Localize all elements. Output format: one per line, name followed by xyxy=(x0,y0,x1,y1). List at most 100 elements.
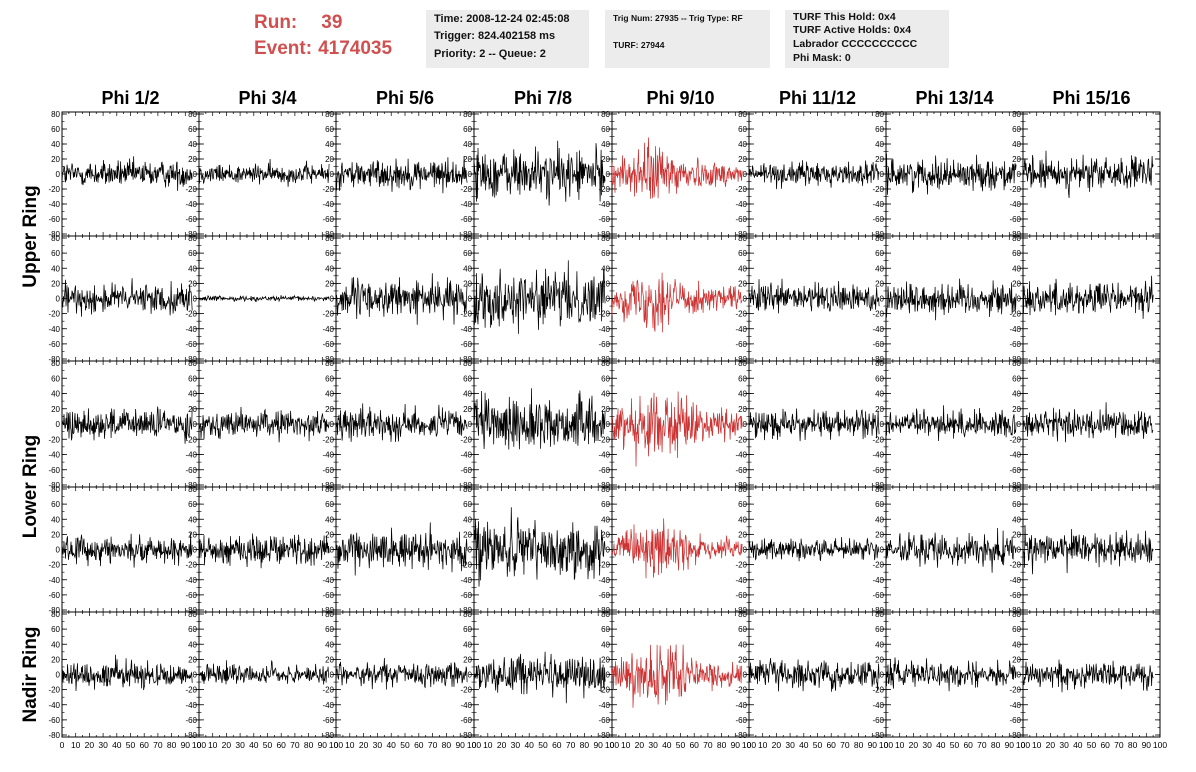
y-tick-label: 40 xyxy=(738,640,747,649)
y-tick-label: -80 xyxy=(1009,355,1021,364)
x-tick-label: 0 xyxy=(747,740,752,750)
column-title: Phi 13/14 xyxy=(915,88,993,108)
x-tick-label: 80 xyxy=(304,740,314,750)
y-tick-label: 80 xyxy=(1012,234,1021,243)
column-title: Phi 15/16 xyxy=(1052,88,1130,108)
y-tick-label: 80 xyxy=(51,485,60,494)
y-tick-label: 60 xyxy=(601,125,610,134)
y-tick-label: -40 xyxy=(1009,325,1021,334)
x-tick-label: 60 xyxy=(689,740,699,750)
x-tick-label: 100 xyxy=(329,740,343,750)
y-tick-label: -60 xyxy=(185,591,197,600)
y-tick-label: -60 xyxy=(48,215,60,224)
y-tick-label: -40 xyxy=(185,576,197,585)
y-tick-label: 40 xyxy=(51,264,60,273)
y-tick-label: 60 xyxy=(463,500,472,509)
waveform-trace xyxy=(748,657,880,692)
y-tick-label: 0 xyxy=(1017,671,1022,680)
waveform-trace xyxy=(611,272,743,333)
y-tick-label: -20 xyxy=(322,435,334,444)
column-title: Phi 7/8 xyxy=(514,88,572,108)
y-tick-label: 60 xyxy=(1012,125,1021,134)
y-tick-label: 60 xyxy=(738,625,747,634)
y-tick-label: 0 xyxy=(1017,420,1022,429)
y-tick-label: -20 xyxy=(48,185,60,194)
y-tick-label: 0 xyxy=(330,420,335,429)
y-tick-label: -40 xyxy=(1009,576,1021,585)
x-tick-label: 40 xyxy=(112,740,122,750)
y-tick-label: 60 xyxy=(463,625,472,634)
waveform-trace xyxy=(1022,150,1154,198)
x-tick-label: 20 xyxy=(85,740,95,750)
y-tick-label: 60 xyxy=(51,374,60,383)
y-tick-label: -80 xyxy=(48,355,60,364)
y-tick-label: 60 xyxy=(1012,249,1021,258)
y-tick-label: -40 xyxy=(735,576,747,585)
y-tick-label: 60 xyxy=(325,625,334,634)
y-tick-label: -80 xyxy=(322,606,334,615)
y-tick-label: 60 xyxy=(188,125,197,134)
y-tick-label: -60 xyxy=(460,716,472,725)
y-tick-label: -40 xyxy=(322,576,334,585)
y-tick-label: -40 xyxy=(735,200,747,209)
y-tick-label: -80 xyxy=(322,230,334,239)
y-tick-label: -60 xyxy=(322,591,334,600)
y-tick-label: 0 xyxy=(193,295,198,304)
y-tick-label: 80 xyxy=(875,110,884,119)
x-tick-label: 70 xyxy=(153,740,163,750)
y-tick-label: 80 xyxy=(325,485,334,494)
y-tick-label: 60 xyxy=(601,249,610,258)
waveform-trace xyxy=(61,156,193,191)
y-tick-label: 20 xyxy=(1012,530,1021,539)
y-tick-label: -60 xyxy=(598,716,610,725)
waveform-trace xyxy=(473,507,606,587)
y-tick-label: -80 xyxy=(1009,481,1021,490)
y-tick-label: -60 xyxy=(322,466,334,475)
x-tick-label: 100 xyxy=(192,740,206,750)
y-tick-label: 20 xyxy=(51,405,60,414)
y-tick-label: 80 xyxy=(325,359,334,368)
y-tick-label: 20 xyxy=(188,279,197,288)
y-tick-label: -20 xyxy=(48,561,60,570)
y-tick-label: 80 xyxy=(51,359,60,368)
y-tick-label: -40 xyxy=(48,325,60,334)
x-tick-label: 20 xyxy=(1046,740,1056,750)
y-tick-label: -40 xyxy=(872,451,884,460)
waveform-trace xyxy=(335,273,468,325)
x-tick-label: 10 xyxy=(345,740,355,750)
y-tick-label: 60 xyxy=(463,374,472,383)
x-tick-label: 30 xyxy=(511,740,521,750)
y-tick-label: -80 xyxy=(48,731,60,740)
y-tick-label: 40 xyxy=(738,390,747,399)
y-tick-label: 40 xyxy=(325,515,334,524)
y-tick-label: 20 xyxy=(325,279,334,288)
waveform-trace xyxy=(885,278,1017,321)
y-tick-label: 40 xyxy=(463,264,472,273)
y-tick-label: 60 xyxy=(601,625,610,634)
y-tick-label: 20 xyxy=(325,655,334,664)
y-tick-label: 40 xyxy=(188,264,197,273)
x-tick-label: 50 xyxy=(813,740,823,750)
y-tick-label: 80 xyxy=(325,110,334,119)
x-tick-label: 80 xyxy=(991,740,1001,750)
waveform-trace xyxy=(885,153,1017,195)
y-tick-label: 80 xyxy=(325,234,334,243)
y-tick-label: -60 xyxy=(322,340,334,349)
y-tick-label: -20 xyxy=(1009,435,1021,444)
x-tick-label: 10 xyxy=(621,740,631,750)
waveform-trace xyxy=(1022,275,1154,319)
waveform-trace xyxy=(335,522,468,576)
x-tick-label: 50 xyxy=(1087,740,1097,750)
y-tick-label: -80 xyxy=(322,731,334,740)
y-tick-label: 0 xyxy=(606,295,611,304)
y-tick-label: 60 xyxy=(738,249,747,258)
x-tick-label: 80 xyxy=(167,740,177,750)
y-tick-label: 0 xyxy=(193,546,198,555)
x-tick-label: 30 xyxy=(1059,740,1069,750)
x-tick-label: 30 xyxy=(785,740,795,750)
run-value: 39 xyxy=(321,12,343,33)
y-tick-label: -20 xyxy=(598,435,610,444)
y-tick-label: 0 xyxy=(468,671,473,680)
y-tick-label: 20 xyxy=(875,155,884,164)
y-tick-label: 80 xyxy=(188,359,197,368)
